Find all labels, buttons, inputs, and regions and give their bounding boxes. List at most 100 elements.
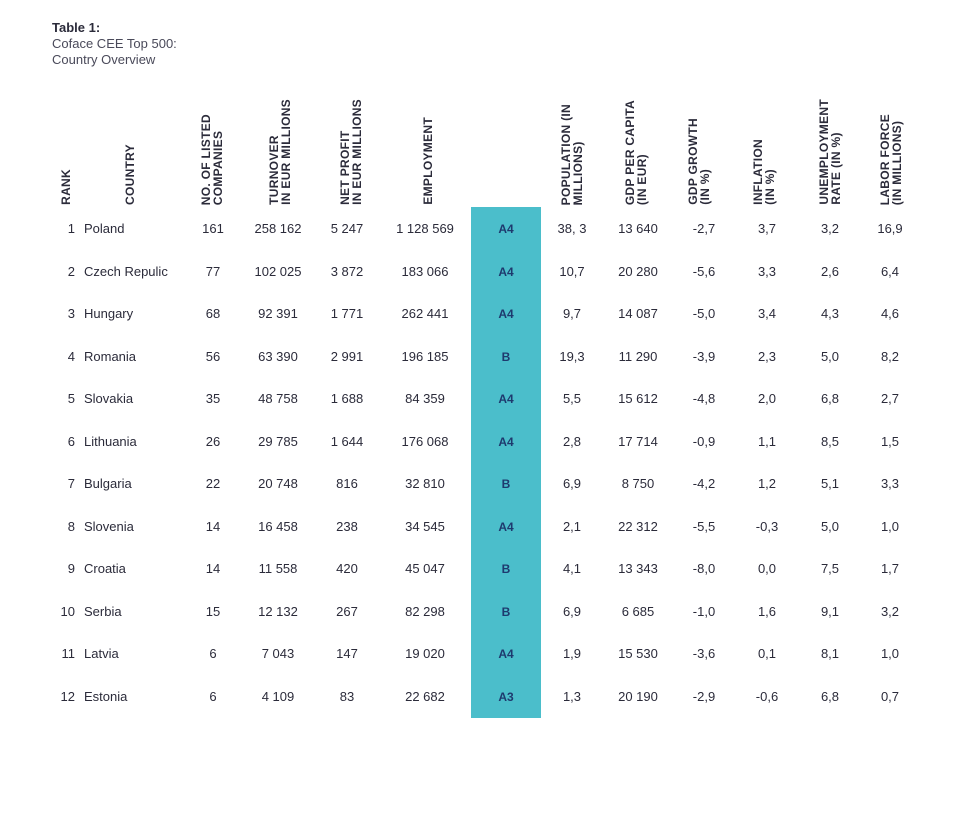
- cell-assessment: A4: [498, 307, 514, 321]
- cell-inflation: 3,7: [757, 221, 777, 236]
- table-row: 12 Estonia 6 4 109 83 22 682 A3 1,3 20 190 -2,9 -0…: [0, 676, 975, 718]
- cell-labor-force: 0,7: [880, 688, 900, 704]
- cell-rank: 3: [67, 306, 75, 321]
- header-population-label: POPULATION (IN MILLIONS): [559, 103, 585, 205]
- cell-country: Latvia: [84, 646, 119, 661]
- header-rank-label: RANK: [59, 169, 73, 205]
- table-caption: Table 1: Coface CEE Top 500: Country Ove…: [52, 20, 177, 68]
- cell-rank: 8: [67, 518, 75, 534]
- cell-inflation: -0,3: [755, 518, 779, 534]
- table-row: 5 Slovakia 35 48 758 1 688 84 359 A4 5,5 15 612 -…: [0, 378, 975, 420]
- cell-gdp-per-capita: 13 640: [618, 221, 658, 236]
- cell-gdp-growth: -3,9: [692, 348, 716, 364]
- cell-turnover: 63 390: [258, 348, 298, 364]
- cell-rank: 9: [67, 561, 75, 576]
- header-rank: RANK: [36, 75, 96, 205]
- cell-population: 1,3: [562, 688, 582, 704]
- header-turnover-label: TURNOVER IN EUR MILLIONS: [267, 99, 293, 205]
- table-caption-line2: Country Overview: [52, 52, 156, 67]
- cell-rank: 10: [60, 603, 75, 619]
- cell-rank: 5: [67, 391, 75, 406]
- cell-assessment: B: [501, 604, 511, 619]
- cell-turnover: 4 109: [261, 688, 295, 704]
- cell-unemployment: 2,6: [820, 263, 840, 279]
- cell-assessment: B: [501, 477, 511, 491]
- cell-labor-force: 1,7: [880, 561, 900, 576]
- cell-country: Poland: [84, 221, 125, 236]
- header-labor-force-label: LABOR FORCE (IN MILLIONS): [878, 113, 904, 205]
- cell-population: 5,5: [562, 391, 582, 406]
- cell-turnover: 7 043: [261, 646, 295, 661]
- cell-turnover: 11 558: [258, 561, 298, 576]
- cell-inflation: 0,0: [757, 561, 777, 576]
- cell-listed: 68: [205, 306, 221, 321]
- cell-net-profit: 420: [336, 561, 358, 576]
- cell-gdp-per-capita: 20 280: [618, 263, 658, 279]
- cell-unemployment: 5,0: [820, 348, 840, 364]
- cell-employment: 34 545: [405, 518, 445, 534]
- cell-population: 6,9: [562, 603, 582, 619]
- cell-gdp-growth: -2,9: [692, 688, 716, 704]
- cell-employment: 84 359: [405, 391, 445, 406]
- header-employment-label: EMPLOYMENT: [421, 117, 435, 205]
- cell-gdp-growth: -1,0: [692, 603, 716, 619]
- cell-turnover: 258 162: [254, 221, 302, 236]
- cell-inflation: 3,4: [757, 306, 777, 321]
- cell-rank: 12: [60, 688, 75, 704]
- assessment-column-highlight: [471, 207, 541, 718]
- cell-country: Lithuania: [84, 433, 137, 449]
- cell-assessment: B: [501, 349, 511, 364]
- cell-gdp-growth: -4,2: [692, 476, 716, 491]
- cell-listed: 26: [205, 433, 221, 449]
- header-gdp-growth-label: GDP GROWTH (IN %): [686, 118, 712, 205]
- header-unemployment: UNEMPLOYMENT RATE (IN %): [800, 75, 860, 205]
- cell-gdp-growth: -5,0: [692, 306, 716, 321]
- cell-population: 2,8: [562, 433, 582, 449]
- cell-rank: 1: [67, 221, 75, 236]
- cell-employment: 19 020: [405, 646, 445, 661]
- table-row: 4 Romania 56 63 390 2 991 196 185 B 19,3 11 290 -…: [0, 336, 975, 378]
- cell-unemployment: 4,3: [820, 306, 840, 321]
- cell-population: 10,7: [559, 263, 585, 279]
- cell-employment: 45 047: [405, 561, 445, 576]
- cell-assessment: A4: [498, 264, 514, 279]
- cell-labor-force: 1,0: [880, 518, 900, 534]
- cell-unemployment: 6,8: [820, 688, 840, 704]
- cell-population: 38, 3: [557, 221, 587, 236]
- cell-net-profit: 147: [336, 646, 358, 661]
- cell-unemployment: 6,8: [820, 391, 840, 406]
- cell-unemployment: 5,0: [820, 518, 840, 534]
- cell-gdp-growth: -0,9: [692, 433, 716, 449]
- cell-labor-force: 4,6: [880, 306, 900, 321]
- cell-country: Czech Repulic: [84, 263, 168, 279]
- cell-country: Slovakia: [84, 391, 134, 406]
- cell-gdp-growth: -2,7: [692, 221, 716, 236]
- cell-population: 1,9: [562, 646, 582, 661]
- header-turnover: TURNOVER IN EUR MILLIONS: [250, 75, 310, 205]
- table-row: 8 Slovenia 14 16 458 238 34 545 A4 2,1 22 312 -5,…: [0, 506, 975, 548]
- cell-country: Hungary: [84, 306, 134, 321]
- cell-turnover: 102 025: [254, 263, 302, 279]
- header-employment: EMPLOYMENT: [398, 75, 458, 205]
- cell-listed: 56: [205, 348, 221, 364]
- cell-listed: 15: [205, 603, 221, 619]
- table-row: 3 Hungary 68 92 391 1 771 262 441 A4 9,7 14 087 -…: [0, 293, 975, 335]
- cell-rank: 6: [67, 433, 75, 449]
- cell-net-profit: 1 771: [330, 306, 364, 321]
- cell-assessment: A4: [498, 647, 514, 661]
- cell-rank: 2: [67, 263, 75, 279]
- cell-rank: 7: [67, 476, 75, 491]
- header-listed-label: NO. OF LISTED COMPANIES: [199, 113, 225, 205]
- cell-turnover: 48 758: [258, 391, 298, 406]
- cell-labor-force: 6,4: [880, 263, 900, 279]
- header-net-profit: NET PROFIT IN EUR MILLIONS: [321, 75, 381, 205]
- cell-labor-force: 3,2: [880, 603, 900, 619]
- header-country-label: COUNTRY: [123, 144, 137, 205]
- cell-turnover: 20 748: [258, 476, 298, 491]
- header-gdp-per-capita-label: GDP PER CAPITA (IN EUR): [623, 99, 649, 205]
- cell-net-profit: 2 991: [330, 348, 364, 364]
- cell-population: 9,7: [562, 306, 582, 321]
- cell-labor-force: 16,9: [877, 221, 903, 236]
- cell-employment: 196 185: [401, 348, 449, 364]
- cell-turnover: 12 132: [258, 603, 298, 619]
